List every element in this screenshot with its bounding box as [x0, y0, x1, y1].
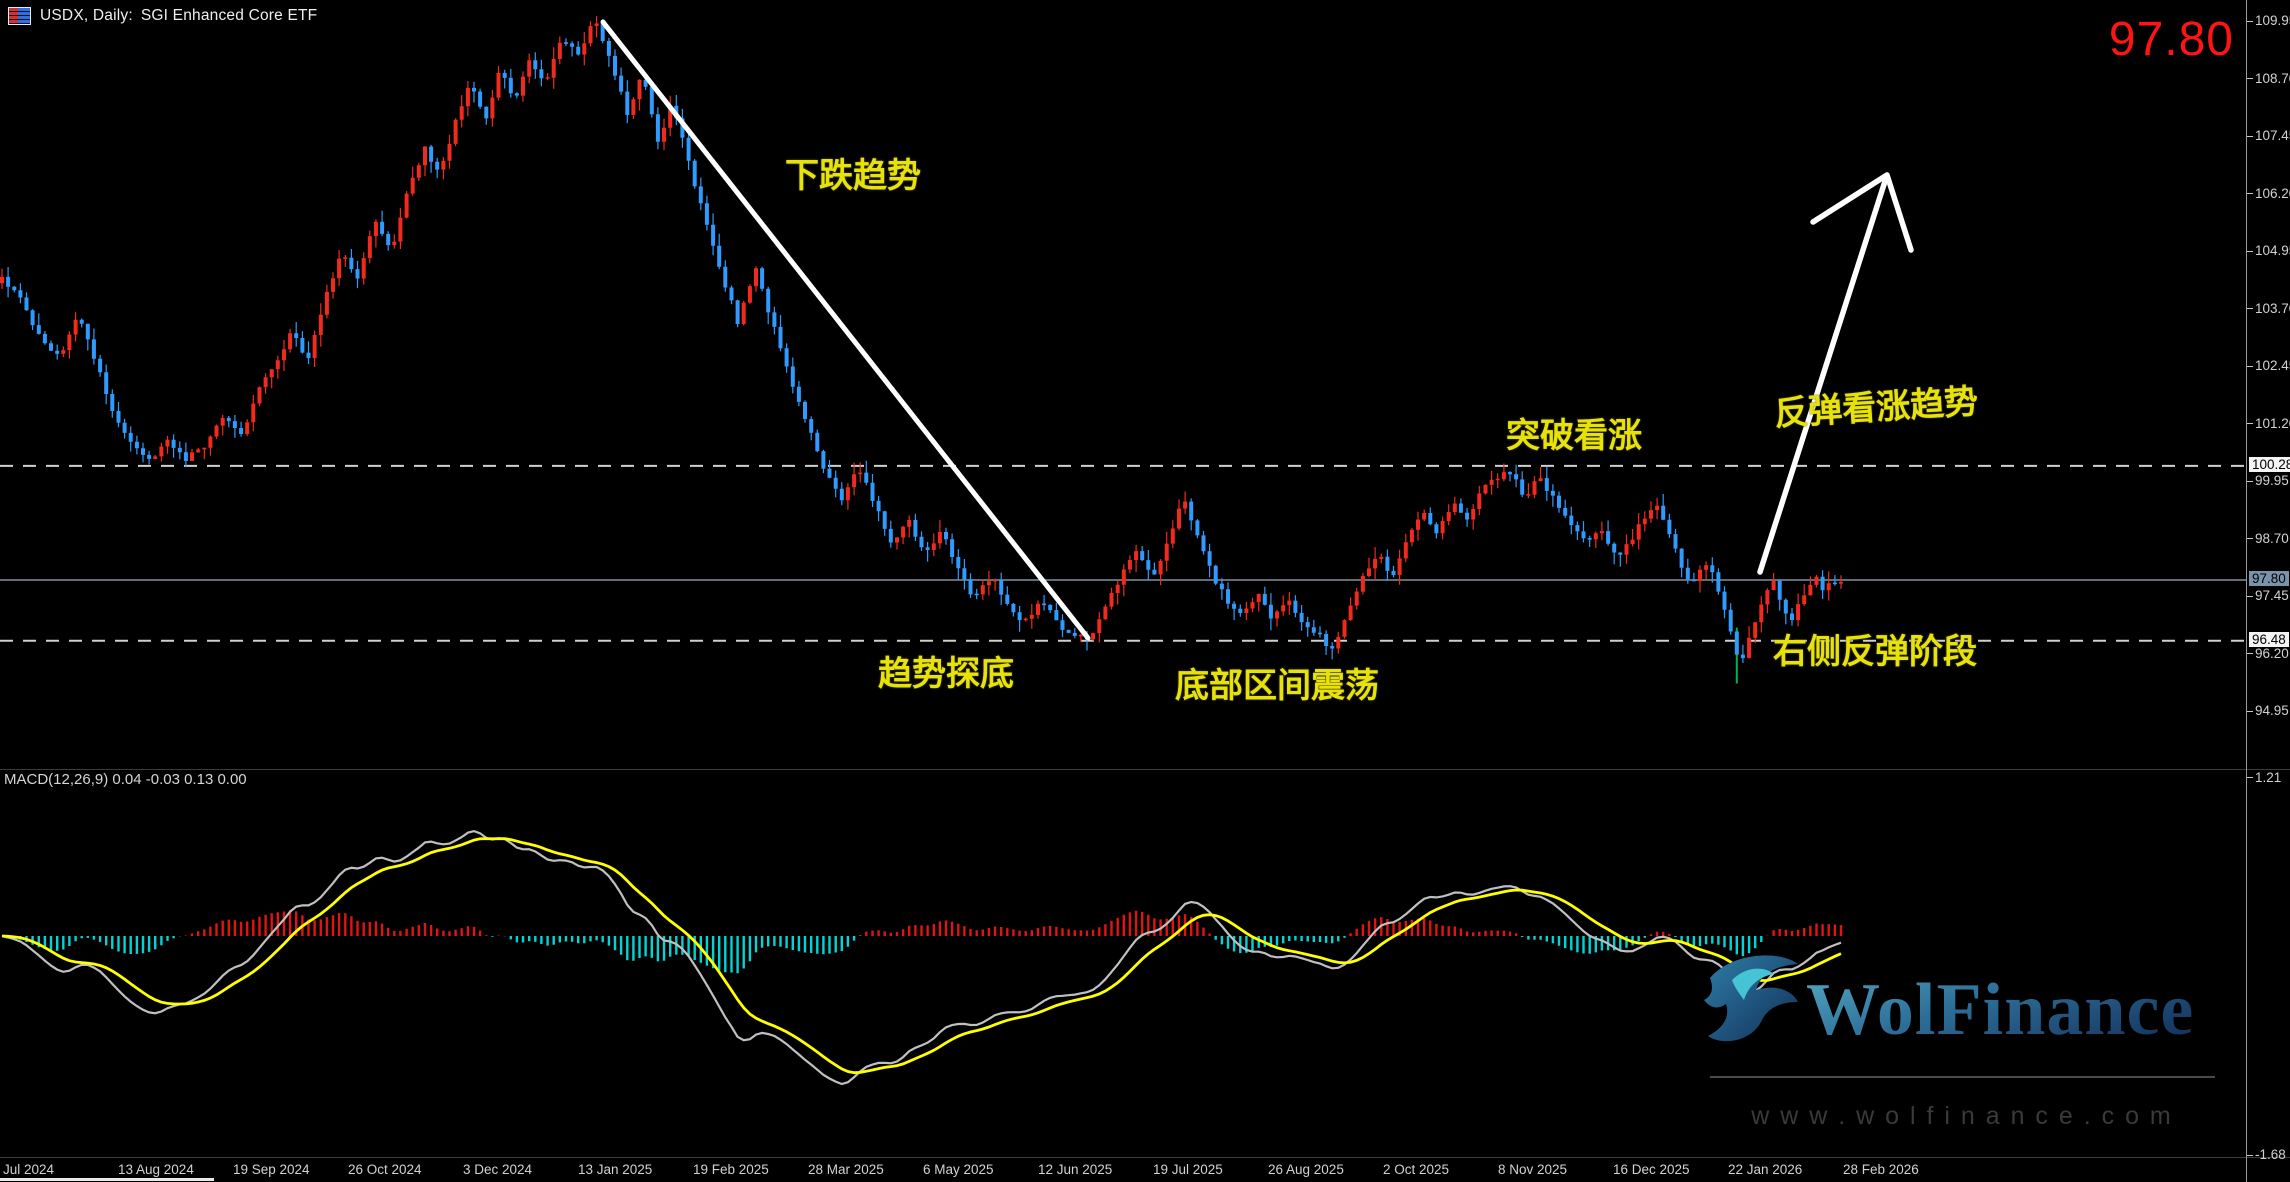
date-tick-label: 28 Mar 2025	[808, 1162, 884, 1177]
axis-tick-mark	[2247, 1154, 2253, 1156]
annotation-breakout-bullish[interactable]: 突破看涨	[1506, 418, 1642, 455]
axis-tick-mark	[2247, 193, 2253, 195]
date-tick-label: 28 Feb 2026	[1843, 1162, 1919, 1177]
pane-separator-bottom	[0, 1157, 2290, 1158]
down-candle-bodies	[6, 23, 1837, 659]
watermark-url-text: w w w . w o l f i n a n c e . c o m	[1751, 1102, 2173, 1130]
date-tick-label: 19 Jul 2025	[1153, 1162, 1223, 1177]
date-axis[interactable]: Jul 2024 13 Aug 2024 19 Sep 2024 26 Oct 202…	[0, 1158, 2246, 1182]
date-tick-label: 26 Aug 2025	[1268, 1162, 1344, 1177]
price-tick-label: 101.20	[2255, 415, 2290, 431]
date-tick-label: 16 Dec 2025	[1613, 1162, 1690, 1177]
date-tick-label: 13 Aug 2024	[118, 1162, 194, 1177]
axis-tick-mark	[2247, 480, 2253, 482]
macd-histogram-positive	[184, 910, 1843, 936]
macd-histogram-layer	[6, 910, 1843, 974]
price-tick-label: 99.95	[2255, 473, 2289, 489]
axis-tick-mark	[2247, 595, 2253, 597]
date-tick-label: 6 May 2025	[923, 1162, 994, 1177]
date-tick-label: 12 Jun 2025	[1038, 1162, 1113, 1177]
macd-tick-label: -1.68	[2255, 1147, 2286, 1163]
date-tick-label: Jul 2024	[3, 1162, 55, 1177]
watermark-divider	[1710, 1076, 2215, 1078]
price-axis[interactable]: 109.95 108.70 107.45 106.20 104.95 103.70 102.…	[2246, 0, 2290, 1182]
macd-indicator-label: MACD(12,26,9) 0.04 -0.03 0.13 0.00	[4, 771, 247, 788]
symbol-timeframe-label: USDX, Daily:	[40, 7, 133, 24]
axis-tick-mark	[2247, 653, 2253, 655]
macd-signal-line	[1, 837, 1842, 1075]
watermark-brand-text: WolFinance	[1806, 969, 2195, 1051]
price-tick-label: 106.20	[2255, 185, 2290, 201]
date-tick-label: 8 Nov 2025	[1498, 1162, 1568, 1177]
annotation-bottom-range-chop[interactable]: 底部区间震荡	[1175, 668, 1379, 705]
wolf-logo-icon	[1704, 955, 1798, 1042]
chart-title-bar: USDX, Daily: SGI Enhanced Core ETF	[8, 7, 317, 25]
macd-indicator-pane[interactable]	[0, 770, 2246, 1158]
price-tick-label: 98.70	[2255, 530, 2289, 546]
current-price-badge: 97.80	[2249, 571, 2289, 586]
date-tick-label: 2 Oct 2025	[1383, 1162, 1450, 1177]
price-tick-label: 104.95	[2255, 243, 2290, 259]
axis-tick-mark	[2247, 20, 2253, 22]
current-price-readout: 97.80	[2108, 13, 2234, 66]
candles-layer	[0, 16, 1843, 684]
price-tick-label: 96.20	[2255, 645, 2289, 661]
date-tick-label: 26 Oct 2024	[348, 1162, 422, 1177]
instrument-name-label: SGI Enhanced Core ETF	[140, 7, 318, 24]
macd-main-line	[1, 829, 1842, 1086]
axis-tick-mark	[2247, 423, 2253, 425]
down-candle-wicks	[7, 19, 1836, 663]
up-candle-bodies	[0, 23, 1843, 659]
level-price-badge: 100.28	[2249, 456, 2290, 472]
rebound-up-arrow	[1757, 172, 1914, 575]
price-tick-label: 97.45	[2255, 588, 2289, 604]
axis-tick-mark	[2247, 308, 2253, 310]
axis-tick-mark	[2247, 135, 2253, 137]
candlestick-chart-icon	[8, 7, 31, 25]
annotation-downtrend[interactable]: 下跌趋势	[785, 158, 921, 195]
date-tick-label: 19 Feb 2025	[693, 1162, 769, 1177]
drawings-layer[interactable]	[600, 19, 1914, 641]
axis-tick-mark	[2247, 250, 2253, 252]
date-tick-label: 22 Jan 2026	[1728, 1162, 1803, 1177]
price-tick-label: 107.45	[2255, 128, 2290, 144]
axis-tick-mark	[2247, 78, 2253, 80]
pane-separator-top[interactable]	[0, 769, 2290, 770]
annotation-trend-bottoming[interactable]: 趋势探底	[878, 656, 1014, 693]
downtrend-trendline	[600, 19, 1091, 641]
axis-tick-mark	[2247, 538, 2253, 540]
level-lines-layer	[0, 464, 2246, 642]
axis-tick-mark	[2247, 365, 2253, 367]
price-tick-label: 94.95	[2255, 703, 2289, 719]
macd-tick-label: 1.21	[2255, 769, 2282, 785]
main-price-chart[interactable]	[0, 0, 2246, 770]
axis-tick-mark	[2247, 710, 2253, 712]
date-tick-label: 19 Sep 2024	[233, 1162, 310, 1177]
price-tick-label: 108.70	[2255, 70, 2290, 86]
horizontal-scrollbar-strip[interactable]	[0, 1178, 214, 1181]
price-tick-label: 102.45	[2255, 358, 2290, 374]
up-candle-wicks	[1, 16, 1842, 659]
axis-tick-mark	[2247, 777, 2253, 779]
price-tick-label: 109.95	[2255, 13, 2290, 29]
level-price-badge: 96.48	[2249, 631, 2289, 647]
annotation-right-rebound-phase[interactable]: 右侧反弹阶段	[1773, 634, 1977, 671]
chart-title: USDX, Daily: SGI Enhanced Core ETF	[40, 7, 317, 25]
date-tick-label: 13 Jan 2025	[578, 1162, 653, 1177]
price-tick-label: 103.70	[2255, 300, 2290, 316]
date-tick-label: 3 Dec 2024	[463, 1162, 533, 1177]
